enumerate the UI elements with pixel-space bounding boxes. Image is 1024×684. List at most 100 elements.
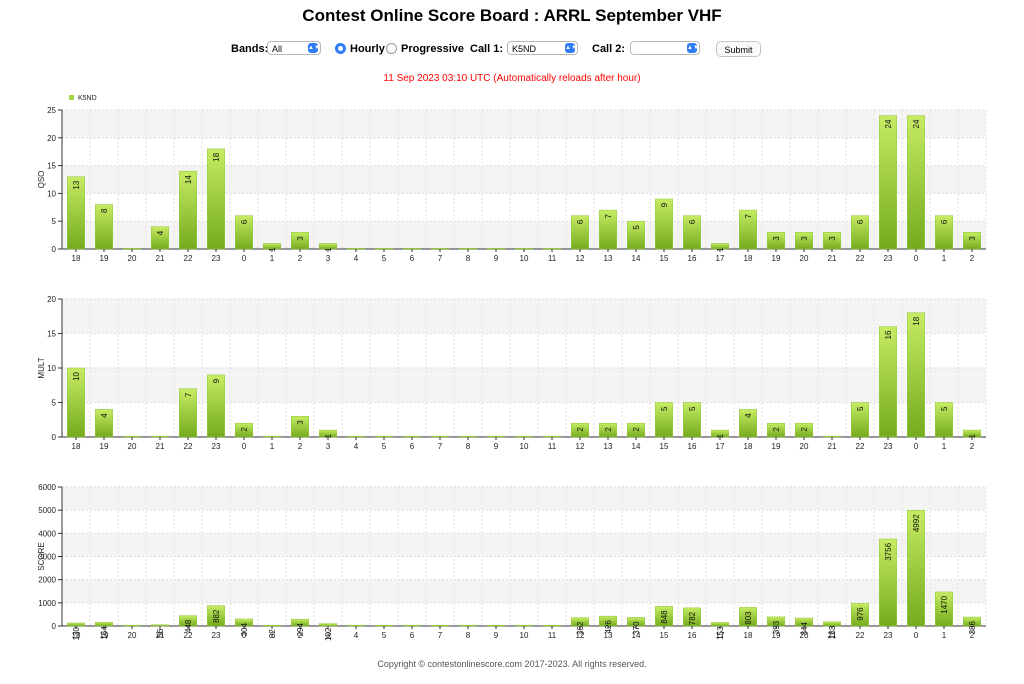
bar[interactable] — [123, 435, 141, 438]
bar[interactable] — [319, 623, 337, 627]
bar[interactable] — [487, 435, 505, 438]
bar[interactable] — [263, 435, 281, 438]
bar[interactable] — [431, 624, 449, 627]
grid-band — [62, 221, 986, 249]
bar[interactable] — [263, 624, 281, 627]
bar[interactable] — [823, 435, 841, 438]
bar[interactable] — [543, 247, 561, 250]
bar[interactable] — [123, 247, 141, 250]
x-tick-label: 14 — [632, 631, 641, 640]
bar-value-label: 5 — [940, 406, 949, 411]
bar-value-label: 1 — [324, 434, 333, 439]
bar[interactable] — [347, 624, 365, 627]
x-tick-label: 13 — [604, 442, 613, 451]
x-tick-label: 0 — [242, 442, 247, 451]
x-tick-label: 23 — [212, 254, 221, 263]
x-tick-label: 11 — [548, 442, 557, 451]
bar-value-label: 782 — [688, 611, 697, 625]
x-tick-label: 1 — [270, 442, 275, 451]
call2-select[interactable]: ▲▼ — [630, 41, 700, 55]
bands-select[interactable]: All ▲▼ — [267, 41, 321, 55]
bar[interactable] — [515, 624, 533, 627]
x-tick-label: 18 — [72, 254, 81, 263]
x-tick-label: 15 — [660, 631, 669, 640]
bar[interactable] — [403, 624, 421, 627]
submit-button[interactable]: Submit — [716, 41, 761, 57]
bar[interactable] — [375, 624, 393, 627]
bar-value-label: 153 — [716, 626, 725, 640]
bar-value-label: 7 — [744, 214, 753, 219]
x-tick-label: 1 — [942, 254, 947, 263]
bar[interactable] — [515, 247, 533, 250]
bar-value-label: 183 — [828, 625, 837, 639]
y-axis-title: MULT — [37, 357, 46, 378]
hourly-radio[interactable] — [335, 43, 346, 54]
bar[interactable] — [711, 622, 729, 627]
bar-value-label: 14 — [184, 175, 193, 184]
y-axis-title: SCORE — [37, 542, 46, 570]
bar-value-label: 2 — [632, 427, 641, 432]
bar[interactable] — [291, 416, 309, 438]
bar[interactable] — [879, 326, 897, 438]
x-tick-label: 1 — [270, 631, 275, 640]
bar[interactable] — [431, 435, 449, 438]
bar[interactable] — [487, 624, 505, 627]
page-title: Contest Online Score Board : ARRL Septem… — [302, 6, 722, 25]
bar[interactable] — [907, 115, 925, 250]
bar-value-label: 102 — [324, 627, 333, 641]
bar[interactable] — [347, 247, 365, 250]
bar-value-label: 1 — [968, 434, 977, 439]
bar-value-label: 6 — [856, 219, 865, 224]
y-tick-label: 20 — [47, 134, 56, 143]
bar-value-label: 304 — [240, 622, 249, 636]
x-tick-label: 2 — [970, 442, 975, 451]
x-tick-label: 20 — [800, 254, 809, 263]
bar[interactable] — [459, 435, 477, 438]
x-tick-label: 11 — [548, 254, 557, 263]
bar[interactable] — [543, 435, 561, 438]
y-tick-label: 5 — [52, 217, 57, 226]
bar[interactable] — [207, 148, 225, 250]
bar[interactable] — [515, 435, 533, 438]
x-tick-label: 18 — [72, 631, 81, 640]
x-tick-label: 1 — [270, 254, 275, 263]
bar[interactable] — [95, 621, 113, 627]
x-tick-label: 19 — [100, 442, 109, 451]
bar[interactable] — [151, 226, 169, 250]
bar[interactable] — [403, 435, 421, 438]
bar[interactable] — [823, 621, 841, 627]
bar[interactable] — [431, 247, 449, 250]
bar[interactable] — [67, 622, 85, 627]
x-tick-label: 13 — [604, 254, 613, 263]
bar[interactable] — [907, 312, 925, 438]
bar[interactable] — [123, 624, 141, 627]
x-tick-label: 13 — [604, 631, 613, 640]
x-tick-label: 20 — [800, 631, 809, 640]
bar[interactable] — [487, 247, 505, 250]
bar-value-label: 24 — [912, 119, 921, 128]
bar[interactable] — [151, 624, 169, 627]
x-tick-label: 18 — [744, 254, 753, 263]
call1-select[interactable]: K5ND ▲▼ — [507, 41, 578, 55]
x-tick-label: 22 — [856, 631, 865, 640]
bar[interactable] — [543, 624, 561, 627]
bar[interactable] — [459, 247, 477, 250]
bar[interactable] — [879, 115, 897, 250]
bar[interactable] — [151, 435, 169, 438]
x-tick-label: 8 — [466, 254, 471, 263]
x-tick-label: 22 — [184, 254, 193, 263]
bar-value-label: 10 — [72, 371, 81, 380]
bar[interactable] — [375, 435, 393, 438]
legend-label: K5ND — [78, 95, 97, 102]
progressive-radio[interactable] — [386, 43, 397, 54]
bar[interactable] — [375, 247, 393, 250]
chevron-updown-icon: ▲▼ — [565, 43, 577, 53]
bar-value-label: 4 — [100, 413, 109, 418]
bar[interactable] — [403, 247, 421, 250]
x-tick-label: 5 — [382, 442, 387, 451]
bar-value-label: 3756 — [884, 542, 893, 560]
y-tick-label: 3000 — [38, 553, 56, 562]
bar[interactable] — [459, 624, 477, 627]
bar[interactable] — [347, 435, 365, 438]
